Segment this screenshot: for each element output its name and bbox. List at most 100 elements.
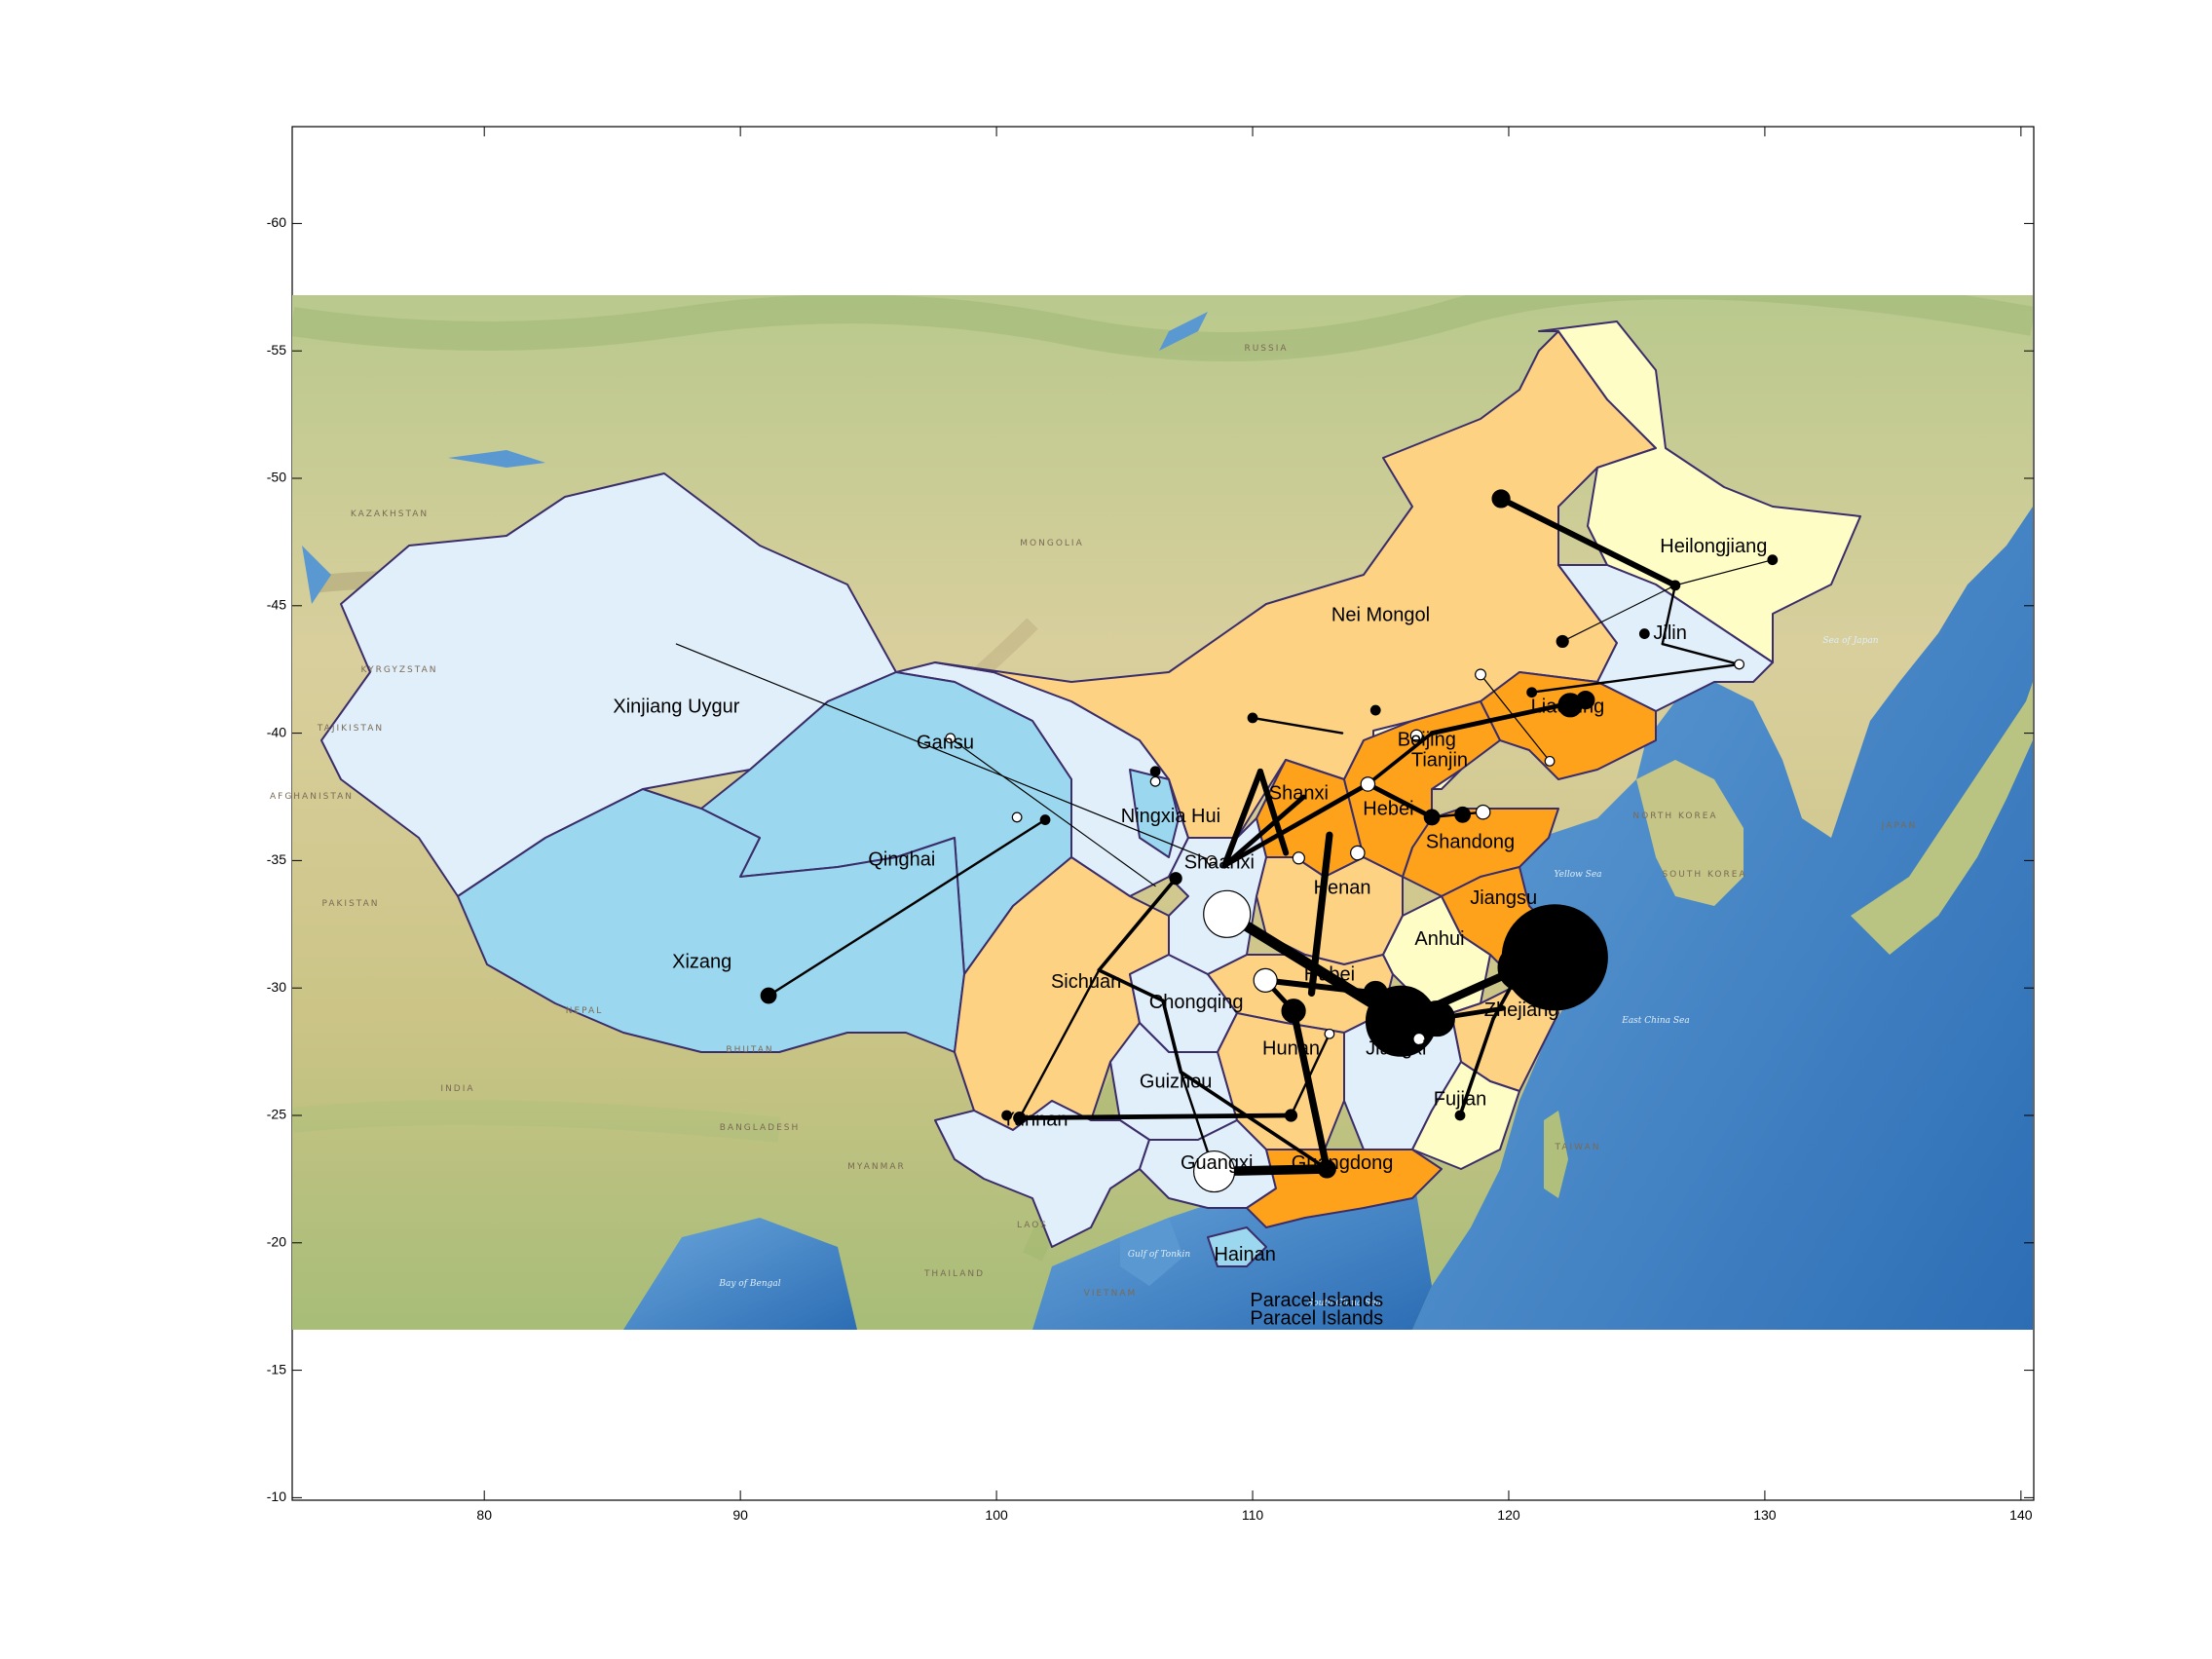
country-label: JAPAN bbox=[1881, 821, 1917, 831]
network-node bbox=[1203, 889, 1252, 938]
province-label: Nei Mongol bbox=[1331, 605, 1430, 626]
province-hainan bbox=[1207, 1226, 1267, 1267]
network-edge bbox=[1674, 559, 1774, 586]
network-node bbox=[1544, 755, 1556, 767]
y-tick-label: -40 bbox=[267, 724, 286, 739]
province-label: Xinjiang Uygur bbox=[613, 697, 739, 718]
network-node bbox=[1149, 766, 1161, 777]
province-labels: Xinjiang Uygur Gansu Qinghai Xizang Nei Mong… bbox=[613, 536, 1767, 1265]
province-label: Yunnan bbox=[1002, 1110, 1069, 1131]
province-jilin bbox=[1557, 564, 1774, 712]
y-tick-label: -50 bbox=[267, 470, 286, 485]
network-edge bbox=[1458, 1016, 1495, 1117]
network-edge bbox=[1179, 1070, 1330, 1171]
province-label: Shandong bbox=[1426, 831, 1515, 852]
network-node bbox=[1669, 580, 1681, 591]
y-tick-label: -35 bbox=[267, 851, 286, 867]
lake-balkhash bbox=[448, 450, 545, 468]
network-node bbox=[945, 733, 956, 744]
y-tick-label: -20 bbox=[267, 1233, 286, 1249]
network-node bbox=[1576, 690, 1595, 710]
country-label: NEPAL bbox=[566, 1006, 603, 1016]
province-label: Fujian bbox=[1434, 1089, 1486, 1111]
japan-islands bbox=[1851, 682, 2033, 955]
network-edge bbox=[1480, 673, 1551, 762]
x-tick-label: 100 bbox=[985, 1507, 1008, 1523]
network-node bbox=[1350, 845, 1366, 861]
province-fujian bbox=[1411, 1061, 1520, 1170]
network-node bbox=[1369, 704, 1381, 716]
y-tick-label: -55 bbox=[267, 342, 286, 358]
country-label: INDIA bbox=[440, 1084, 474, 1094]
province-yunnan bbox=[934, 1100, 1150, 1248]
province-label: Tianjin bbox=[1411, 750, 1468, 772]
network-node bbox=[1360, 776, 1376, 792]
network-node bbox=[1039, 814, 1051, 825]
province-label: Zhejiang bbox=[1484, 999, 1559, 1021]
country-label: RUSSIA bbox=[1244, 344, 1288, 354]
network-node bbox=[1363, 980, 1388, 1006]
y-tick-label: -45 bbox=[267, 597, 286, 613]
country-label: KYRGYZSTAN bbox=[361, 665, 438, 675]
province-label: Liaoning bbox=[1531, 697, 1605, 718]
province-label: Anhui bbox=[1414, 928, 1464, 950]
country-label: THAILAND bbox=[923, 1269, 985, 1279]
province-ningxia-hui bbox=[1129, 769, 1180, 858]
network-edge bbox=[767, 818, 1047, 998]
network-edge bbox=[1018, 968, 1101, 1119]
province-label: Ningxia Hui bbox=[1121, 806, 1220, 827]
network-edge bbox=[1221, 794, 1307, 869]
island-label: Paracel Islands bbox=[1250, 1308, 1383, 1330]
country-label: LAOS bbox=[1017, 1221, 1048, 1230]
network-edge bbox=[1161, 999, 1183, 1075]
country-label: TAJIKISTAN bbox=[317, 724, 384, 734]
province-label: Hebei bbox=[1363, 798, 1413, 819]
x-tick-label: 80 bbox=[476, 1507, 492, 1523]
network-node bbox=[1169, 872, 1182, 886]
network-edge bbox=[1661, 642, 1741, 666]
province-label: Chongqing bbox=[1149, 992, 1244, 1013]
sea-label: Bay of Bengal bbox=[718, 1279, 780, 1289]
lake-baikal bbox=[1159, 312, 1208, 351]
province-label: Hunan bbox=[1262, 1037, 1320, 1059]
network-edge bbox=[675, 643, 1213, 861]
network-nodes bbox=[760, 489, 1779, 1193]
network-edge bbox=[1221, 781, 1370, 869]
province-label: Hubei bbox=[1304, 963, 1355, 985]
y-tick-label: -10 bbox=[267, 1489, 286, 1504]
bay-of-bengal bbox=[623, 1218, 857, 1330]
network-node bbox=[1475, 804, 1491, 820]
province-label: Beijing bbox=[1398, 730, 1456, 751]
network-edge bbox=[1366, 731, 1434, 786]
province-label: Shanxi bbox=[1269, 783, 1329, 805]
country-label: MYANMAR bbox=[847, 1162, 906, 1172]
network-node bbox=[1454, 1110, 1466, 1121]
province-label: Jilin bbox=[1653, 622, 1686, 644]
province-label: Shaanxi bbox=[1184, 851, 1255, 873]
network-edge bbox=[1221, 768, 1263, 869]
y-tick-label: -15 bbox=[267, 1361, 286, 1376]
province-label: Jiangsu bbox=[1470, 887, 1537, 909]
x-tick-label: 120 bbox=[1497, 1507, 1520, 1523]
network-edge bbox=[1262, 977, 1379, 997]
network-node bbox=[1454, 806, 1472, 823]
caspian-fringe bbox=[302, 546, 331, 604]
network-node bbox=[1317, 1159, 1336, 1179]
country-label: KAZAKHSTAN bbox=[351, 509, 429, 519]
network-node bbox=[1491, 489, 1511, 509]
network-node bbox=[1206, 854, 1218, 866]
korea-peninsula bbox=[1636, 760, 1743, 906]
network-edge bbox=[1251, 716, 1344, 735]
province-label: Hainan bbox=[1214, 1244, 1275, 1265]
province-label: Gansu bbox=[917, 732, 974, 753]
network-node bbox=[1253, 967, 1278, 993]
province-label: Guangxi bbox=[1181, 1152, 1254, 1174]
network-node bbox=[1638, 628, 1650, 639]
country-label: TAIWAN bbox=[1555, 1143, 1601, 1152]
network-edge bbox=[1290, 1007, 1331, 1173]
province-label: Sichuan bbox=[1051, 971, 1121, 993]
country-label: VIETNAM bbox=[1084, 1289, 1138, 1299]
network-edge bbox=[1097, 876, 1178, 972]
network-edge bbox=[1097, 968, 1165, 1003]
province-label: Henan bbox=[1314, 877, 1371, 898]
